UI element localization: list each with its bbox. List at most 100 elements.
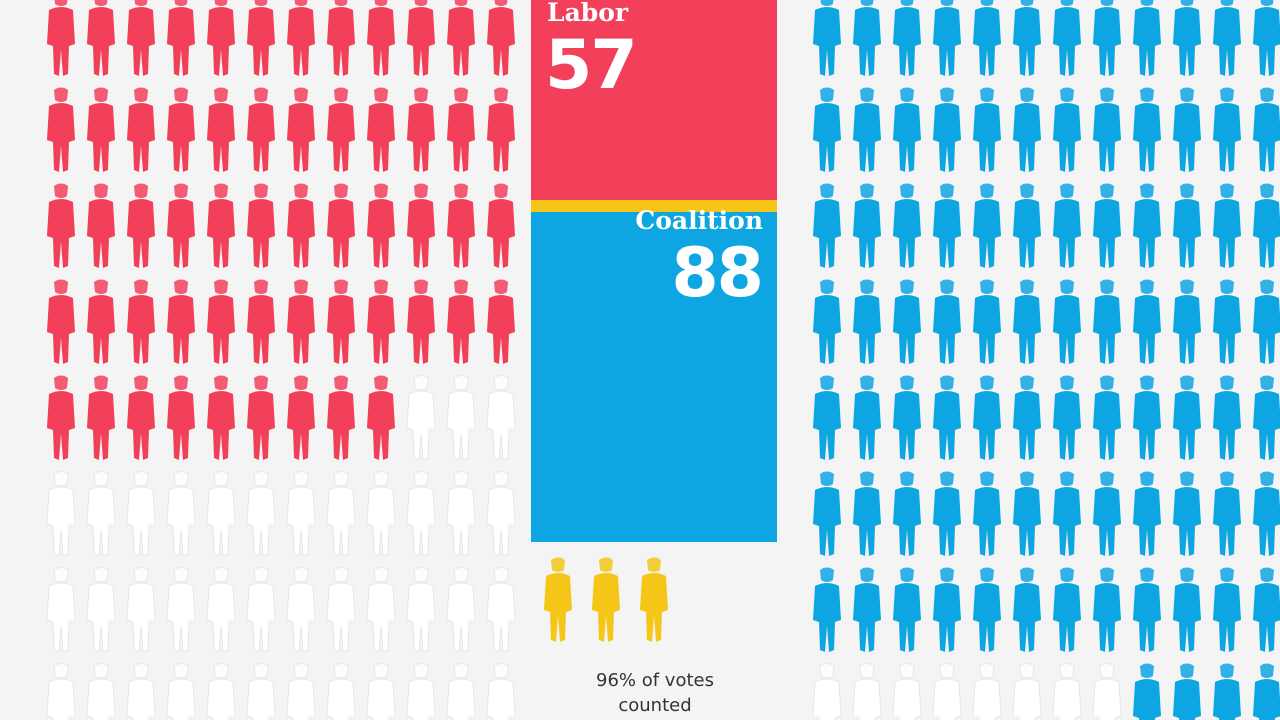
labor-seat-person-icon: [47, 183, 75, 268]
labor-seat-person-icon: [167, 0, 195, 76]
coalition-seat-person-icon: [1053, 567, 1081, 652]
labor-seat-person-icon: [407, 0, 435, 76]
labor-seat-person-icon: [167, 87, 195, 172]
coalition-seat-person-icon: [893, 375, 921, 460]
labor-seat-person-icon: [447, 183, 475, 268]
coalition-seat-person-icon: [1013, 279, 1041, 364]
labor-seat-person-icon: [207, 279, 235, 364]
coalition-seat-person-icon: [1093, 471, 1121, 556]
labor-seat-person-icon: [367, 183, 395, 268]
labor-seat-count: 57: [545, 26, 638, 105]
labor-seat-person-icon: [87, 183, 115, 268]
labor-seat-person-icon: [127, 183, 155, 268]
coalition-seat-person-icon: [1093, 0, 1121, 76]
coalition-seat-person-icon: [1213, 0, 1241, 76]
coalition-seat-count: 88: [671, 234, 764, 313]
undecided-seat-person-icon: [326, 471, 356, 556]
coalition-seat-person-icon: [933, 471, 961, 556]
labor-seat-person-icon: [287, 375, 315, 460]
labor-seat-person-icon: [367, 87, 395, 172]
coalition-seat-person-icon: [1173, 0, 1201, 76]
coalition-seat-person-icon: [1093, 279, 1121, 364]
coalition-seat-person-icon: [1253, 567, 1280, 652]
coalition-seat-person-icon: [853, 0, 881, 76]
undecided-seat-person-icon: [366, 471, 396, 556]
labor-seat-person-icon: [247, 279, 275, 364]
coalition-seat-person-icon: [1093, 183, 1121, 268]
coalition-seat-person-icon: [1013, 87, 1041, 172]
coalition-seat-person-icon: [933, 183, 961, 268]
coalition-seat-person-icon: [1253, 183, 1280, 268]
labor-seat-person-icon: [287, 279, 315, 364]
coalition-seat-person-icon: [1173, 279, 1201, 364]
undecided-seat-person-icon: [366, 663, 396, 720]
others-seat-person-icon: [640, 557, 668, 642]
labor-seat-person-icon: [87, 279, 115, 364]
labor-seat-person-icon: [287, 0, 315, 76]
labor-seat-person-icon: [47, 375, 75, 460]
labor-seat-person-icon: [167, 279, 195, 364]
labor-seat-person-icon: [287, 87, 315, 172]
undecided-seat-person-icon: [166, 663, 196, 720]
labor-seat-person-icon: [407, 279, 435, 364]
labor-seat-person-icon: [207, 183, 235, 268]
coalition-seat-person-icon: [973, 375, 1001, 460]
coalition-seat-person-icon: [1253, 279, 1280, 364]
undecided-seat-person-icon: [166, 471, 196, 556]
coalition-seat-person-icon: [813, 183, 841, 268]
undecided-seat-person-icon: [486, 471, 516, 556]
labor-seat-person-icon: [487, 183, 515, 268]
undecided-seat-person-icon: [286, 567, 316, 652]
labor-seat-person-icon: [367, 0, 395, 76]
undecided-seat-person-icon: [246, 471, 276, 556]
undecided-seat-person-icon: [446, 375, 476, 460]
coalition-seat-person-icon: [893, 87, 921, 172]
undecided-seat-person-icon: [406, 567, 436, 652]
coalition-seat-person-icon: [1173, 183, 1201, 268]
coalition-seat-person-icon: [1013, 567, 1041, 652]
undecided-seat-person-icon: [86, 567, 116, 652]
undecided-seat-person-icon: [126, 471, 156, 556]
undecided-seat-person-icon: [86, 471, 116, 556]
coalition-seat-person-icon: [1133, 663, 1161, 720]
labor-seat-person-icon: [367, 279, 395, 364]
coalition-seat-person-icon: [973, 87, 1001, 172]
undecided-seat-person-icon: [486, 375, 516, 460]
coalition-seat-person-icon: [813, 375, 841, 460]
labor-seat-person-icon: [167, 375, 195, 460]
undecided-seat-person-icon: [246, 567, 276, 652]
coalition-seat-person-icon: [1213, 567, 1241, 652]
labor-seat-person-icon: [487, 0, 515, 76]
coalition-label: Coalition: [635, 206, 763, 235]
coalition-seat-person-icon: [853, 279, 881, 364]
undecided-seat-person-icon: [286, 471, 316, 556]
coalition-seat-person-icon: [1053, 375, 1081, 460]
labor-seat-person-icon: [487, 279, 515, 364]
labor-seat-person-icon: [127, 375, 155, 460]
undecided-seat-person-icon: [486, 567, 516, 652]
labor-seat-person-icon: [207, 87, 235, 172]
coalition-seat-person-icon: [1213, 279, 1241, 364]
undecided-seat-person-icon: [406, 375, 436, 460]
labor-seats-panel: Labor 57: [531, 0, 777, 200]
labor-seat-person-icon: [47, 0, 75, 76]
undecided-seat-person-icon: [892, 663, 922, 720]
labor-seat-person-icon: [327, 87, 355, 172]
coalition-seat-person-icon: [973, 0, 1001, 76]
coalition-seat-person-icon: [853, 87, 881, 172]
undecided-seat-person-icon: [446, 471, 476, 556]
coalition-seat-person-icon: [1013, 375, 1041, 460]
labor-seat-person-icon: [487, 87, 515, 172]
coalition-seat-person-icon: [1213, 87, 1241, 172]
labor-seat-person-icon: [87, 375, 115, 460]
coalition-seat-person-icon: [853, 183, 881, 268]
undecided-seat-person-icon: [206, 471, 236, 556]
coalition-seat-person-icon: [853, 567, 881, 652]
coalition-seat-person-icon: [1253, 375, 1280, 460]
labor-seat-person-icon: [247, 183, 275, 268]
coalition-seat-person-icon: [933, 375, 961, 460]
labor-seat-person-icon: [47, 87, 75, 172]
coalition-seat-person-icon: [893, 183, 921, 268]
coalition-seat-person-icon: [1013, 183, 1041, 268]
